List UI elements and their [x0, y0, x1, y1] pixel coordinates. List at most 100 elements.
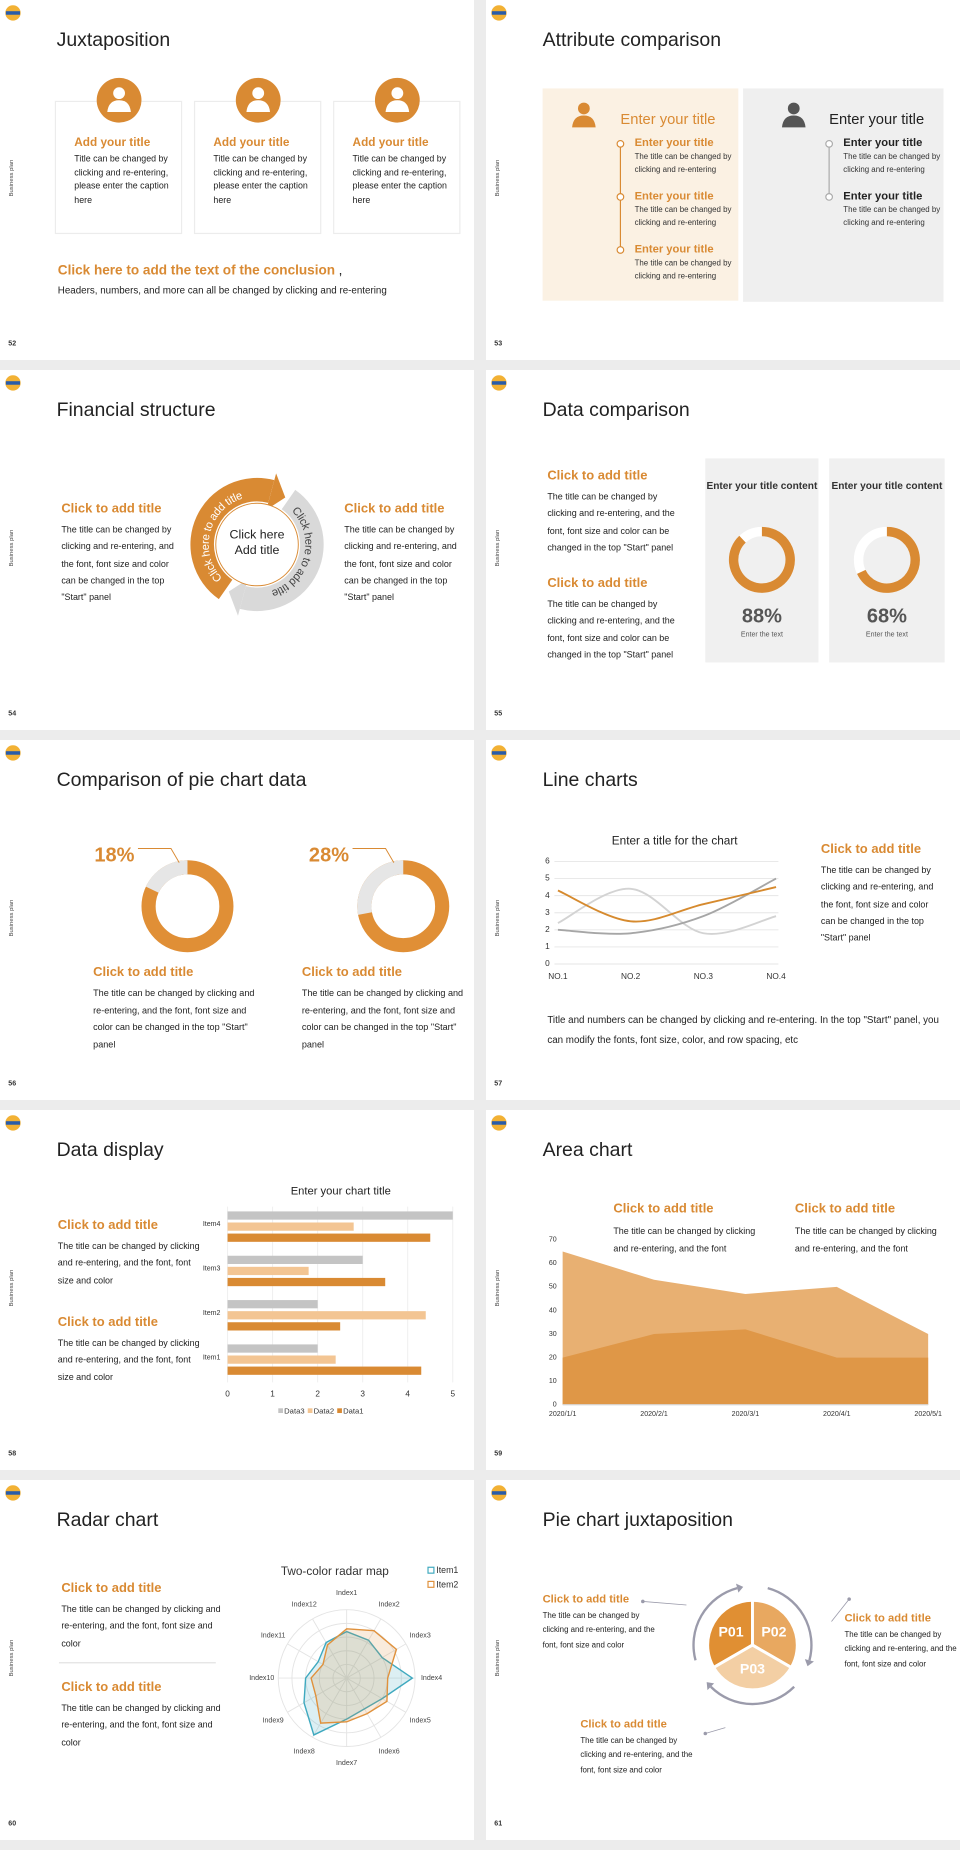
bar [227, 1211, 453, 1220]
slide-title: Data comparison [542, 399, 690, 421]
connector-dot [847, 1597, 851, 1601]
item-text: Title can be changed by clicking and re-… [352, 153, 447, 206]
x-tick-label: 2020/1/1 [549, 1411, 577, 1418]
y-tick-label: 5 [545, 874, 550, 883]
side-label: Business plan [494, 1269, 502, 1307]
y-tick-label: Item1 [203, 1354, 221, 1361]
side-label: Business plan [8, 159, 16, 197]
slide: Business plan 52 Juxtaposition Add your tit… [0, 0, 474, 360]
slide-title: Juxtaposition [56, 29, 171, 51]
axis-label: Index9 [263, 1717, 284, 1724]
arrow-head [706, 1682, 715, 1691]
cycle-ring [709, 1685, 795, 1706]
item-text: The title can be changed by clicking and… [634, 206, 732, 227]
slide-content: Business plan 55 Data comparison Click to a… [486, 370, 960, 730]
donut-value [728, 526, 795, 593]
percent-label: 28% [308, 843, 350, 867]
segment-label: P02 [761, 1623, 786, 1639]
item-title: Add your title [74, 136, 151, 150]
block-title: Click to add title [794, 1201, 896, 1217]
slide-graphics [5, 5, 461, 235]
bar [227, 1311, 426, 1320]
spoke [346, 1677, 407, 1713]
legend-swatch [337, 1408, 342, 1414]
block-text: The title can be changed by clicking and… [61, 1702, 221, 1748]
spoke [346, 1677, 382, 1738]
connector [642, 1601, 687, 1606]
donut-value [357, 860, 404, 915]
slide-graphics: 0 10 20 30 40 50 60 70 2020/1/1 2020/2/1 2020/3/1 2… [491, 1115, 942, 1418]
side-label: Business plan [8, 899, 16, 937]
logo-band [491, 751, 507, 755]
legend-swatch [427, 1580, 435, 1588]
block-title: Click to add title [61, 1680, 162, 1695]
axis-label: Index12 [292, 1601, 317, 1608]
x-tick-label: NO.3 [694, 972, 714, 981]
item-title: Enter your title [634, 189, 714, 203]
connector-dot [703, 1731, 708, 1736]
card-title: Enter your title content [706, 479, 818, 492]
block-text: The title can be changed by clicking and… [61, 524, 174, 603]
segment-label: P03 [740, 1661, 765, 1677]
slide-title: Line charts [542, 769, 638, 791]
spoke [287, 1677, 347, 1713]
item-title: Enter your title [634, 136, 714, 150]
y-tick-label: Item3 [203, 1266, 221, 1273]
page-number: 54 [8, 710, 17, 718]
logo-band [5, 751, 21, 755]
item-text: The title can be changed by clicking and… [843, 206, 941, 227]
spoke [312, 1618, 348, 1679]
axis-label: Index8 [294, 1748, 315, 1755]
page-number: 56 [8, 1080, 17, 1088]
page-number: 57 [494, 1080, 503, 1088]
card [705, 458, 819, 663]
axis-label: Index1 [336, 1590, 357, 1597]
x-tick-label: 1 [270, 1389, 275, 1398]
card-caption: Enter the text [740, 631, 783, 639]
logo-band [5, 1491, 21, 1495]
bar [227, 1344, 318, 1353]
timeline-dot [825, 139, 834, 148]
cycle-arc [190, 477, 275, 600]
icon [113, 87, 125, 100]
slide-title: Radar chart [56, 1509, 159, 1531]
item-text: The title can be changed by clicking and… [634, 259, 732, 281]
y-tick-label: 1 [545, 942, 550, 951]
timeline-dot [616, 246, 625, 254]
logo-band [491, 1491, 507, 1495]
slide-content: Click here to add title Click here to add… [0, 370, 474, 730]
y-tick-label: 2 [545, 925, 550, 934]
cycle-center [215, 502, 299, 587]
chart-title: Two-color radar map [281, 1565, 389, 1578]
conclusion-suffix: , [338, 264, 343, 279]
logo-band [491, 11, 507, 15]
y-tick-label: 4 [545, 891, 550, 900]
block-title: Click to add title [613, 1201, 714, 1217]
line-series [557, 877, 777, 935]
x-tick-label: 4 [405, 1389, 410, 1398]
card [193, 100, 322, 235]
bar [227, 1222, 354, 1231]
x-tick-label: 2020/5/1 [914, 1411, 942, 1418]
item-title: Add your title [213, 136, 290, 150]
y-tick-label: 70 [549, 1237, 557, 1244]
arrow-head [228, 579, 248, 616]
leader-line [352, 848, 395, 863]
x-tick-label: NO.2 [621, 972, 641, 981]
spoke [287, 1643, 347, 1679]
item-title: Enter your title [843, 136, 923, 150]
block-text: The title can be changed by clicking and… [57, 1240, 200, 1286]
page-number: 58 [8, 1450, 17, 1458]
timeline-dot [616, 193, 625, 201]
icon [787, 102, 800, 115]
card [829, 458, 945, 663]
axis-label: Index10 [249, 1675, 274, 1682]
connector [831, 1598, 850, 1622]
note: Title and numbers can be changed by clic… [547, 1013, 939, 1046]
bar [227, 1322, 341, 1331]
block-text: The title can be changed by clicking and… [93, 987, 255, 1050]
y-tick-label: 20 [549, 1354, 557, 1361]
y-tick-label: 10 [549, 1378, 557, 1385]
page-number: 59 [494, 1450, 503, 1458]
chart-title: Enter a title for the chart [612, 835, 738, 848]
